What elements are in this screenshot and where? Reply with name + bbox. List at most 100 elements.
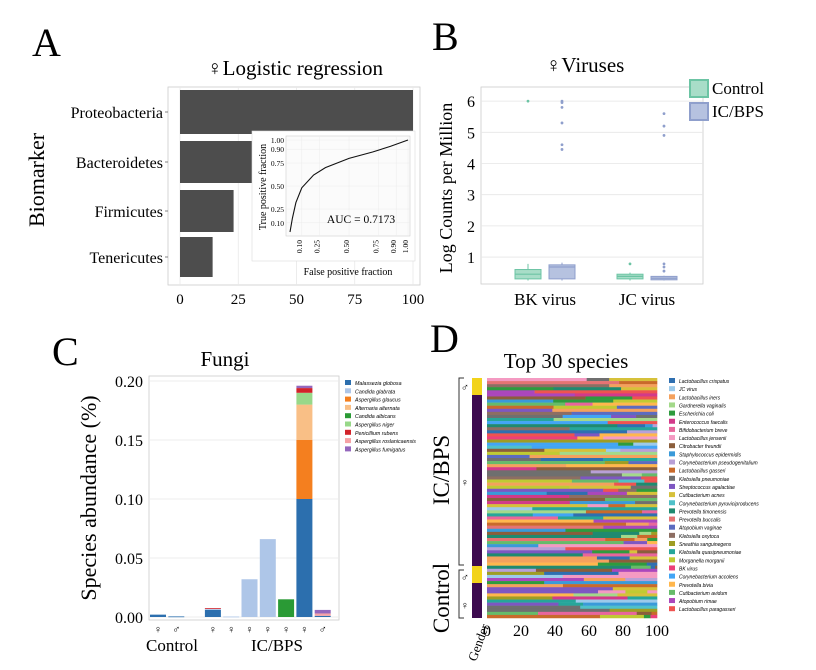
b-y-tick-label: 3	[467, 188, 475, 205]
d-gender-segment	[472, 395, 482, 566]
d-row-segment	[529, 559, 610, 563]
d-row-segment	[487, 593, 574, 597]
c-legend-swatch	[345, 429, 351, 435]
d-row-segment	[487, 436, 578, 440]
panel-d-x-ticks: 0 20 40 60 80 100	[483, 623, 669, 640]
d-row-segment	[562, 414, 612, 419]
d-legend-swatch	[669, 492, 675, 498]
d-row-segment	[603, 488, 619, 493]
d-legend-label: Lactobacillus gasseri	[679, 469, 726, 475]
c-bar-segment	[314, 609, 331, 614]
d-row-segment	[487, 602, 559, 606]
d-row-segment	[487, 513, 534, 517]
d-row-segment	[652, 424, 658, 428]
d-row-segment	[487, 390, 535, 394]
d-x-tick-label: 20	[513, 623, 529, 640]
panel-b-boxes	[514, 99, 678, 281]
d-legend-label: Citrobacter freundii	[679, 444, 722, 450]
d-row-segment	[553, 418, 658, 422]
c-gender-symbol: ♀	[209, 624, 217, 636]
d-row-segment	[607, 421, 658, 425]
d-row-segment	[544, 571, 619, 576]
d-row-segment	[651, 611, 658, 616]
d-row-segment	[627, 430, 658, 434]
d-row-segment	[487, 528, 566, 533]
c-bar-segment	[204, 608, 221, 609]
d-row-segment	[603, 458, 658, 462]
b-outlier	[662, 124, 666, 128]
d-row-segment	[487, 445, 532, 450]
d-legend-label: Prevotella bivia	[679, 583, 713, 589]
b-box	[548, 264, 576, 280]
inset-gridlines	[286, 136, 410, 236]
a-x-tick-label: 100	[402, 292, 425, 308]
d-row-segment	[621, 534, 638, 539]
d-row-segment	[487, 504, 588, 508]
d-legend-swatch	[669, 467, 675, 473]
d-row-segment	[614, 482, 637, 486]
d-row-segment	[641, 476, 658, 480]
d-row-segment	[487, 608, 610, 613]
panel-b-ylabel: Log Counts per Million	[436, 103, 456, 274]
d-row-segment	[487, 442, 619, 446]
d-legend-swatch	[669, 508, 675, 514]
d-row-segment	[487, 559, 531, 563]
panel-c-ylabel: Species abundance (%)	[76, 395, 101, 600]
d-legend-swatch	[669, 475, 675, 481]
d-row-segment	[608, 559, 658, 563]
d-row-segment	[487, 534, 592, 539]
d-row-segment	[487, 387, 554, 391]
d-legend-swatch	[669, 606, 675, 612]
d-row-segment	[487, 451, 560, 456]
d-row-segment	[612, 587, 658, 591]
d-row-segment	[647, 590, 658, 594]
d-row-segment	[487, 510, 587, 514]
d-row-segment	[552, 408, 658, 413]
d-legend-label: Prevotella buccalis	[679, 518, 721, 524]
c-legend-swatch	[345, 388, 351, 394]
d-row-segment	[546, 491, 588, 496]
d-row-segment	[582, 553, 658, 557]
d-row-segment	[487, 568, 537, 573]
d-row-segment	[636, 611, 652, 616]
d-row-segment	[487, 507, 533, 511]
d-row-segment	[648, 522, 658, 526]
d-row-segment	[487, 541, 624, 545]
c-legend-label: Aspergillus niger	[354, 423, 394, 429]
c-legend-label: Aspergillus roslanicaensis	[354, 439, 416, 445]
d-gender-segment	[472, 378, 482, 395]
a-category-label: Proteobacteria	[71, 105, 163, 122]
d-x-tick-label: 0	[483, 623, 491, 640]
c-legend-label: Candida albicans	[355, 414, 396, 420]
d-row-segment	[562, 574, 658, 579]
d-row-segment	[618, 488, 637, 493]
bracket-control	[458, 569, 464, 619]
d-x-tick-label: 60	[581, 623, 597, 640]
panel-d-gender-symbols: ♂ ♀ ♂ ♀	[461, 382, 469, 612]
d-row-segment	[596, 556, 630, 560]
d-row-segment	[552, 596, 628, 600]
c-legend-swatch	[345, 421, 351, 427]
d-row-segment	[630, 485, 658, 490]
c-legend-label: Aspergillus fumigatus	[354, 447, 406, 453]
a-category-label: Bacteroidetes	[76, 155, 163, 172]
d-row-segment	[580, 476, 642, 480]
c-gender-symbol: ♀	[227, 624, 235, 636]
d-legend-swatch	[669, 589, 675, 595]
d-legend-label: Lactobacillus paragasseri	[679, 607, 736, 613]
c-gender-symbol: ♀	[264, 624, 272, 636]
panel-c-y-ticks: 0.00 0.05 0.10 0.15 0.20	[115, 374, 143, 627]
d-row-segment	[487, 482, 615, 486]
d-row-segment	[641, 473, 658, 477]
d-row-segment	[632, 396, 658, 400]
b-y-tick-label: 2	[467, 219, 475, 236]
d-legend-label: Corynebacterium accolens	[679, 575, 739, 581]
d-legend-swatch	[669, 426, 675, 432]
d-row-segment	[559, 451, 658, 456]
d-row-segment	[487, 599, 577, 603]
d-row-segment	[604, 498, 658, 502]
d-row-segment	[585, 396, 633, 400]
d-row-segment	[487, 393, 576, 397]
d-legend-swatch	[669, 581, 675, 587]
d-legend-label: Streptococcus agalactiae	[679, 485, 735, 491]
